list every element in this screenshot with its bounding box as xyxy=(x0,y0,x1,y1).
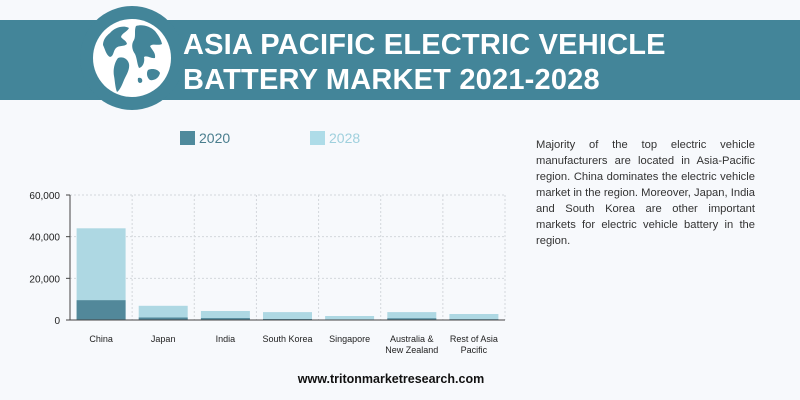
chart-axes xyxy=(66,194,505,321)
bar-2028-australia-new-zealand xyxy=(387,312,437,320)
website-url: www.tritonmarketresearch.com xyxy=(297,372,485,386)
x-tick-label: China xyxy=(89,334,113,344)
y-tick-label: 60,000 xyxy=(29,191,60,202)
chart-bars xyxy=(76,228,499,320)
x-tick-label: New Zealand xyxy=(385,345,438,355)
y-tick-label: 40,000 xyxy=(29,233,60,244)
chart-legend: 2020 2028 xyxy=(180,130,360,146)
title-line-2: BATTERY MARKET 2021-2028 xyxy=(183,64,600,96)
bar-2028-rest-of-asia-pacific xyxy=(449,314,499,320)
bar-2020-china xyxy=(76,300,126,320)
x-tick-label: South Korea xyxy=(262,334,312,344)
x-tick-label: Pacific xyxy=(461,345,488,355)
bar-2028-south-korea xyxy=(263,312,312,320)
y-tick-label: 20,000 xyxy=(29,274,60,285)
title-line-1: ASIA PACIFIC ELECTRIC VEHICLE xyxy=(183,29,666,61)
legend-swatch-2020 xyxy=(180,131,195,145)
chart-gridlines xyxy=(70,194,506,320)
legend-swatch-2028 xyxy=(310,131,325,145)
bar-2020-australia-new-zealand xyxy=(387,318,437,320)
bar-2028-singapore xyxy=(325,316,375,320)
bar-2020-japan xyxy=(138,317,188,320)
bar-2028-india xyxy=(200,311,250,320)
x-tick-label: Singapore xyxy=(329,334,370,344)
y-tick-label: 0 xyxy=(54,316,60,327)
bar-chart: 2020 2028 0 20,000 40,000 60,000 China Japan I… xyxy=(29,130,506,355)
x-tick-label: Japan xyxy=(151,334,176,344)
bar-2028-japan xyxy=(138,305,188,320)
legend-label-2028: 2028 xyxy=(329,130,360,146)
globe-icon xyxy=(93,19,171,97)
bar-2020-india xyxy=(200,318,250,320)
globe-badge xyxy=(80,6,184,110)
legend-label-2020: 2020 xyxy=(199,130,230,146)
chart-tick-labels: 0 20,000 40,000 60,000 China Japan India South … xyxy=(29,191,498,355)
x-tick-label: Australia & xyxy=(390,334,434,344)
x-tick-label: Rest of Asia xyxy=(450,334,498,344)
x-tick-label: India xyxy=(216,334,236,344)
market-description: Majority of the top electric vehicle man… xyxy=(536,139,755,247)
page-title: ASIA PACIFIC ELECTRIC VEHICLE BATTERY MA… xyxy=(183,28,783,98)
